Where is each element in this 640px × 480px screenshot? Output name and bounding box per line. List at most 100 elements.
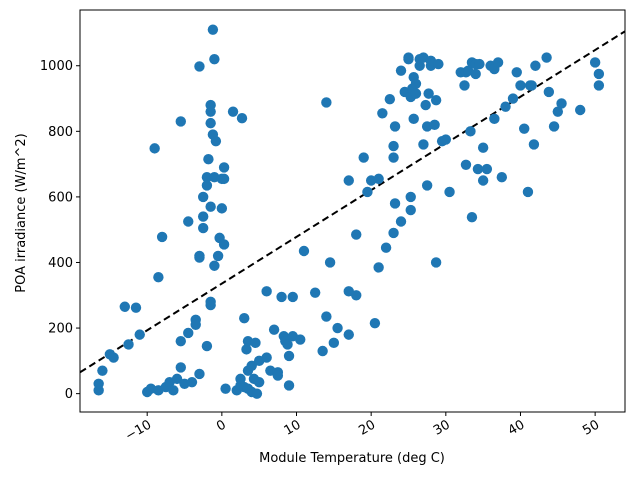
- scatter-point: [287, 291, 298, 303]
- scatter-point: [153, 272, 164, 283]
- scatter-point: [395, 65, 407, 76]
- scatter-point: [377, 108, 388, 119]
- scatter-point: [474, 58, 485, 70]
- scatter-point: [171, 373, 183, 385]
- scatter-point: [194, 252, 205, 263]
- scatter-point: [201, 340, 213, 352]
- scatter-point: [373, 262, 384, 273]
- scatter-point: [388, 227, 399, 239]
- scatter-point: [328, 337, 340, 349]
- scatter-point: [251, 388, 263, 399]
- scatter-point: [430, 94, 442, 106]
- x-tick-label: −10: [123, 417, 154, 444]
- scatter-point: [210, 135, 222, 147]
- scatter-point: [343, 175, 354, 186]
- scatter-point: [421, 180, 433, 191]
- scatter-point: [317, 345, 328, 357]
- scatter-point: [477, 142, 489, 153]
- scatter-point: [369, 317, 381, 329]
- scatter-point: [209, 53, 220, 65]
- scatter-point: [541, 52, 552, 63]
- scatter-point: [194, 61, 205, 72]
- scatter-point: [197, 222, 209, 234]
- scatter-point: [380, 242, 392, 253]
- scatter-point: [321, 97, 332, 108]
- scatter-point: [410, 78, 422, 89]
- scatter-point: [220, 383, 231, 394]
- scatter-point: [405, 191, 416, 203]
- scatter-point: [496, 172, 508, 183]
- scatter-point: [194, 368, 205, 380]
- scatter-point: [295, 334, 306, 345]
- scatter-point: [522, 186, 534, 198]
- scatter-point: [403, 53, 414, 65]
- fit-line-layer: [80, 30, 625, 374]
- y-tick-label: 400: [48, 256, 73, 271]
- scatter-point: [459, 80, 470, 91]
- x-tick-label: 10: [282, 417, 304, 438]
- axes-frame: [79, 9, 626, 413]
- scatter-point: [526, 80, 537, 91]
- y-tick-label: 1000: [40, 59, 73, 74]
- scatter-point: [388, 140, 399, 152]
- scatter-point: [552, 106, 564, 117]
- scatter-point: [472, 163, 484, 175]
- scatter-point: [205, 201, 216, 212]
- scatter-point: [593, 68, 605, 80]
- x-tick-label: 30: [431, 417, 453, 438]
- scatter-point: [175, 362, 186, 373]
- scatter-point: [168, 385, 179, 396]
- scatter-point: [543, 86, 555, 98]
- scatter-point: [197, 211, 209, 222]
- scatter-point: [272, 370, 284, 381]
- scatter-point: [216, 203, 228, 214]
- scatter-point: [241, 344, 252, 355]
- scatter-point: [343, 329, 354, 340]
- scatter-point: [309, 287, 321, 298]
- scatter-point: [268, 324, 280, 335]
- scatter-point: [205, 106, 216, 117]
- scatter-point: [201, 180, 213, 191]
- scatter-point: [276, 291, 287, 303]
- scatter-point: [528, 139, 540, 150]
- scatter-point: [511, 67, 522, 78]
- scatter-point: [205, 117, 216, 129]
- scatter-point: [477, 175, 489, 186]
- scatter-point: [373, 173, 384, 185]
- scatter-point: [362, 186, 373, 198]
- scatter-point: [97, 365, 108, 376]
- scatter-point: [507, 93, 519, 104]
- scatter-point: [283, 350, 295, 362]
- x-axis-ticks: −10 0 10 20 30 40 50: [123, 412, 602, 444]
- scatter-point: [433, 58, 444, 70]
- y-tick-label: 800: [48, 125, 73, 140]
- scatter-point: [201, 172, 213, 183]
- fit-line: [80, 30, 625, 374]
- scatter-point: [460, 159, 472, 170]
- scatter-point: [408, 113, 419, 125]
- scatter-point: [530, 60, 541, 71]
- scatter-point: [430, 257, 442, 268]
- scatter-point: [321, 311, 332, 322]
- scatter-point: [298, 245, 310, 257]
- scatter-point: [395, 216, 407, 227]
- scatter-point: [123, 339, 134, 350]
- scatter-point: [556, 98, 567, 109]
- scatter-point: [227, 106, 239, 117]
- scatter-point: [358, 152, 369, 163]
- scatter-point: [489, 113, 500, 125]
- scatter-point: [282, 339, 293, 350]
- scatter-point: [465, 126, 476, 137]
- scatter-point: [466, 212, 478, 223]
- scatter-point: [548, 121, 560, 132]
- scatter-point: [519, 123, 530, 134]
- scatter-point: [324, 257, 336, 268]
- y-tick-label: 200: [48, 322, 73, 337]
- scatter-point: [250, 337, 261, 349]
- scatter-point: [351, 290, 362, 301]
- scatter-point: [108, 352, 119, 363]
- scatter-point: [261, 352, 272, 363]
- scatter-point: [440, 134, 452, 145]
- scatter-point: [235, 373, 246, 385]
